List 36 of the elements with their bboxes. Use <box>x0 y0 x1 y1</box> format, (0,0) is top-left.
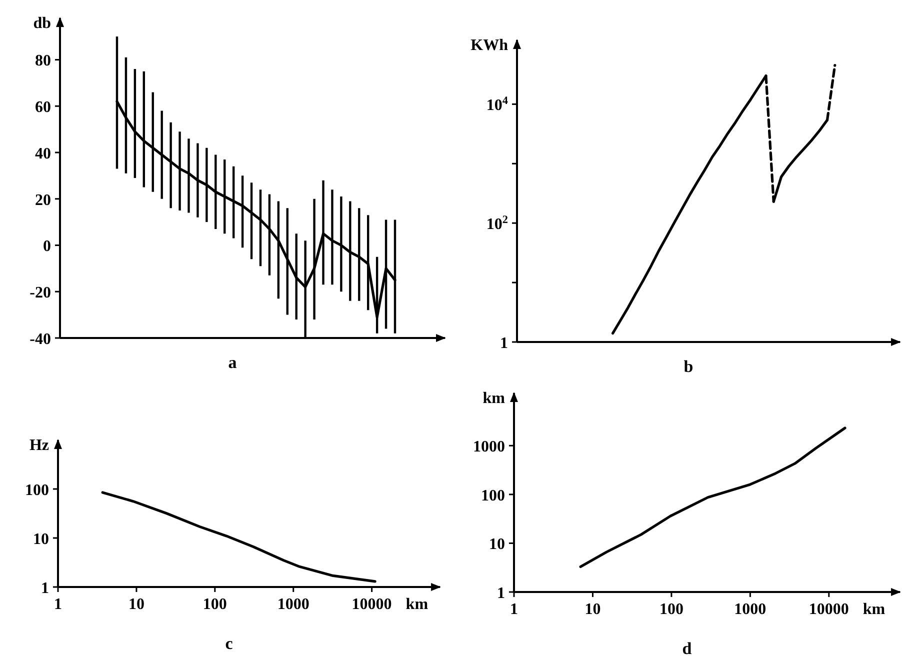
x-axis-title: km <box>862 601 886 618</box>
y-tick-label: -40 <box>30 331 51 348</box>
y-axis-title: km <box>482 390 506 407</box>
y-tick-label: 100 <box>481 487 505 504</box>
y-tick-label: 10$^{4}$ <box>486 95 508 114</box>
y-tick-label: 10$^{2}$ <box>486 214 508 234</box>
text: a <box>228 353 238 372</box>
y-tick-label: 20 <box>35 192 51 209</box>
x-axis-title: km <box>406 596 429 613</box>
y-tick-label: 1000 <box>473 438 505 456</box>
y-axis-title: db <box>33 15 52 32</box>
x-tick-label: 1 <box>54 596 62 613</box>
y-tick-label: 60 <box>35 99 51 116</box>
x-tick-label: 1000 <box>734 601 766 618</box>
x-tick-label: 100 <box>659 601 684 618</box>
x-tick-label: 100 <box>202 596 227 613</box>
y-tick-label: -20 <box>30 284 51 302</box>
x-tick-label: 10 <box>584 601 601 618</box>
y-tick-label: 1 <box>497 585 505 602</box>
y-axis-title: KWh <box>470 37 508 54</box>
text: b <box>684 357 694 376</box>
x-tick-label: 1000 <box>277 596 310 613</box>
y-tick-label: 10 <box>489 536 505 554</box>
y-tick-label: 100 <box>25 482 49 499</box>
text: c <box>225 634 234 653</box>
x-tick-label: 10000 <box>808 601 849 618</box>
x-tick-label: 10 <box>128 596 144 613</box>
y-tick-label: 0 <box>43 238 51 256</box>
y-tick-label: 80 <box>35 52 51 70</box>
y-tick-label: 40 <box>35 145 51 162</box>
text: d <box>682 639 692 658</box>
y-tick-label: 10 <box>33 531 49 548</box>
x-tick-label: 10000 <box>352 596 392 613</box>
y-tick-label: 1 <box>41 580 49 597</box>
y-tick-label: 1 <box>500 335 508 352</box>
y-axis-title: Hz <box>29 437 49 454</box>
